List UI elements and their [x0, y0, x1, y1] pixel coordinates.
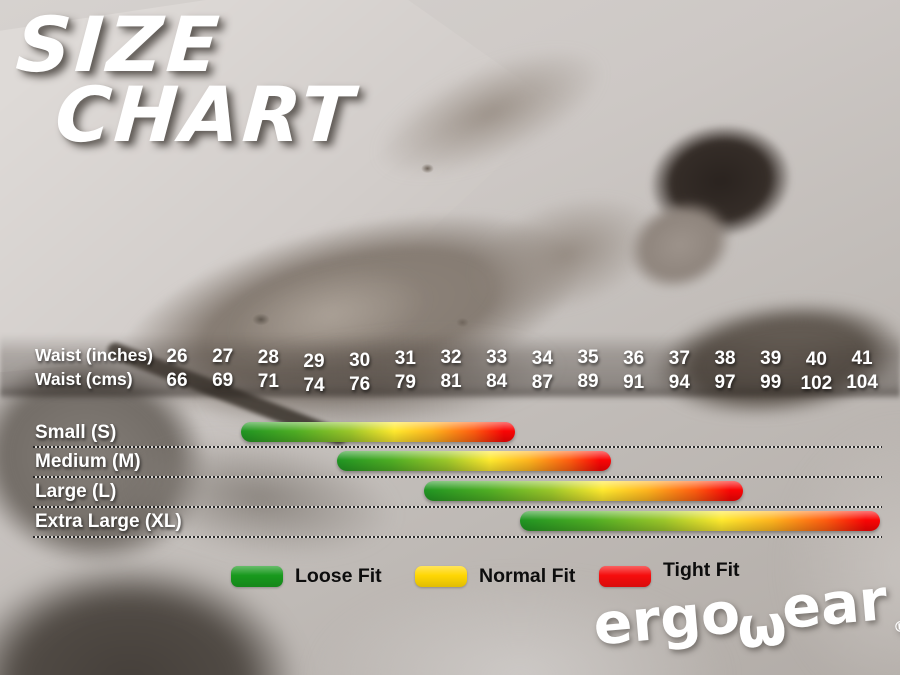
photo-detail-dot: [420, 163, 435, 174]
legend-swatch: [599, 566, 651, 587]
waist-inches-value: 27: [212, 346, 234, 367]
size-row-label: Large (L): [35, 481, 117, 502]
legend-swatch: [231, 566, 283, 587]
size-range-bar: [240, 422, 515, 442]
legend-swatch: [415, 566, 467, 587]
waist-inches-value: 31: [394, 348, 416, 369]
photo-raised-arm: [308, 0, 672, 240]
size-range-bar: [423, 481, 744, 501]
waist-inches-value: 39: [760, 348, 782, 369]
waist-cms-value: 104: [846, 371, 878, 393]
waist-cms-value: 69: [212, 369, 234, 391]
waist-cms-value: 87: [531, 371, 553, 393]
photo-detail-dot: [455, 317, 470, 328]
waist-inches-value: 38: [714, 348, 736, 369]
legend-item: Normal Fit: [415, 565, 575, 588]
waist-cms-value: 97: [714, 371, 736, 393]
brand-logo-omega: ω: [734, 591, 790, 663]
waist-cms-label: Waist (cms): [35, 369, 133, 389]
dotted-separator: [33, 476, 882, 478]
waist-cms-value: 74: [303, 374, 325, 396]
waist-cms-value: 71: [257, 370, 279, 392]
waist-cms-value: 94: [668, 371, 690, 393]
legend-label: Tight Fit: [663, 559, 740, 581]
page-title: SIZE CHART: [9, 0, 363, 159]
title-line-2: CHART: [52, 69, 359, 159]
waist-inches-value: 41: [851, 348, 873, 369]
waist-inches-value: 33: [486, 347, 508, 368]
waist-inches-label: Waist (inches): [35, 345, 153, 365]
dotted-separator: [33, 506, 882, 508]
waist-cms-value: 81: [440, 370, 462, 392]
registered-trademark-icon: ®: [892, 617, 900, 637]
legend-label: Normal Fit: [479, 565, 576, 587]
waist-inches-value: 28: [257, 347, 279, 368]
waist-cms-value: 91: [623, 371, 645, 393]
dotted-separator: [33, 446, 882, 448]
waist-inches-value: 37: [668, 348, 690, 369]
photo-hair: [606, 84, 835, 278]
photo-dark-fabric: [0, 518, 360, 675]
photo-navel: [250, 312, 272, 327]
waist-inches-value: 40: [805, 349, 827, 370]
legend-label: Loose Fit: [295, 565, 382, 587]
photo-chest: [413, 141, 717, 369]
photo-face: [587, 159, 773, 331]
waist-cms-value: 89: [577, 370, 599, 392]
size-row-label: Extra Large (XL): [35, 511, 182, 532]
waist-cms-value: 102: [800, 372, 833, 394]
size-row-label: Medium (M): [35, 451, 141, 472]
waist-inches-value: 34: [531, 348, 553, 369]
waist-cms-value: 76: [349, 373, 371, 395]
dotted-separator: [33, 536, 882, 538]
waist-inches-value: 26: [166, 346, 188, 367]
size-row-label: Small (S): [35, 422, 117, 443]
waist-inches-value: 29: [303, 351, 325, 372]
waist-inches-value: 35: [577, 347, 599, 368]
waist-inches-value: 32: [440, 347, 462, 368]
waist-inches-value: 36: [623, 348, 645, 369]
brand-logo-prefix: ergo: [590, 580, 743, 659]
size-range-bar: [519, 511, 881, 531]
size-range-bar: [336, 451, 611, 471]
waist-cms-value: 99: [760, 371, 782, 393]
brand-logo-suffix: ear: [779, 567, 890, 643]
waist-inches-value: 30: [349, 350, 371, 371]
waist-cms-value: 84: [486, 370, 508, 392]
waist-cms-value: 79: [394, 371, 416, 393]
legend-item: Loose Fit: [231, 565, 382, 588]
waist-cms-value: 66: [166, 369, 188, 391]
